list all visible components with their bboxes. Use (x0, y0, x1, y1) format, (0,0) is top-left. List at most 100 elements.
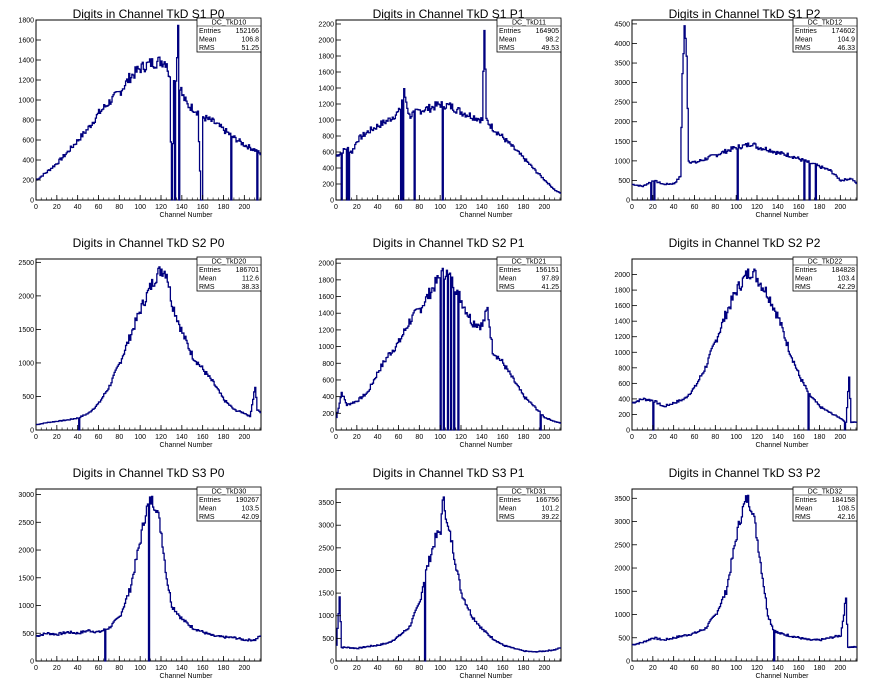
y-tick-label: 2000 (614, 119, 630, 126)
x-tick-label: 0 (334, 665, 338, 672)
x-tick-label: 40 (670, 434, 678, 441)
stats-rms-value: 41.25 (541, 284, 559, 291)
y-tick-label: 1800 (614, 288, 630, 295)
stats-rms-value: 38.33 (241, 284, 259, 291)
panel-6: Digits in Channel TkD S3 P0 0 20 40 60 80 100 1… (18, 466, 262, 680)
x-tick-label: 60 (691, 665, 699, 672)
panel-5: Digits in Channel TkD S2 P2 0 20 40 60 80 100 1… (614, 236, 858, 449)
x-tick-label: 100 (730, 434, 742, 441)
stats-entries-label: Entries (199, 267, 221, 274)
y-tick-label: 3000 (18, 492, 34, 499)
y-tick-label: 3500 (614, 61, 630, 68)
y-tick-label: 1200 (614, 334, 630, 341)
stats-rms-label: RMS (499, 514, 515, 521)
stats-name: DC_TkD22 (808, 259, 843, 266)
stats-name: DC_TkD11 (512, 20, 546, 27)
x-tick-label: 80 (711, 665, 719, 672)
y-tick-label: 1400 (18, 58, 34, 65)
stats-mean-label: Mean (795, 37, 813, 44)
x-tick-label: 100 (434, 434, 446, 441)
x-tick-label: 200 (238, 434, 250, 441)
x-tick-label: 40 (374, 665, 382, 672)
x-tick-label: 0 (630, 434, 634, 441)
x-tick-label: 180 (218, 434, 230, 441)
x-tick-label: 80 (711, 204, 719, 211)
stats-mean-label: Mean (199, 276, 217, 283)
y-tick-label: 600 (22, 138, 34, 145)
y-tick-label: 2500 (614, 100, 630, 107)
x-tick-label: 20 (649, 434, 657, 441)
panel-title: Digits in Channel TkD S3 P0 (73, 466, 225, 480)
panel-title: Digits in Channel TkD S1 P1 (373, 7, 525, 21)
x-tick-label: 80 (711, 434, 719, 441)
x-tick-label: 120 (751, 434, 763, 441)
x-tick-label: 140 (772, 665, 784, 672)
stats-mean-value: 101.2 (541, 506, 559, 513)
y-tick-label: 200 (322, 182, 334, 189)
x-tick-label: 200 (238, 665, 250, 672)
stats-name: DC_TkD12 (808, 20, 843, 27)
stats-entries-value: 174602 (832, 28, 855, 35)
y-tick-label: 2000 (18, 548, 34, 555)
histogram-line (36, 266, 261, 431)
panel-title: Digits in Channel TkD S3 P2 (669, 466, 821, 480)
x-tick-label: 100 (434, 204, 446, 211)
y-tick-label: 400 (322, 166, 334, 173)
y-tick-label: 2000 (18, 293, 34, 300)
histogram-line (632, 25, 857, 201)
stats-entries-value: 184158 (832, 497, 855, 504)
stats-name: DC_TkD21 (512, 259, 547, 266)
y-tick-label: 2000 (614, 566, 630, 573)
panel-title: Digits in Channel TkD S1 P2 (669, 7, 821, 21)
y-tick-label: 500 (22, 394, 34, 401)
stats-rms-label: RMS (199, 45, 215, 52)
y-tick-label: 800 (322, 361, 334, 368)
y-tick-label: 1400 (614, 319, 630, 326)
x-tick-label: 80 (415, 204, 423, 211)
x-axis-label: Channel Number (756, 212, 810, 219)
y-tick-label: 2500 (18, 260, 34, 267)
stats-rms-value: 46.33 (837, 45, 855, 52)
y-tick-label: 0 (626, 198, 630, 205)
x-tick-label: 180 (218, 204, 230, 211)
y-tick-label: 400 (22, 158, 34, 165)
y-tick-label: 1600 (318, 70, 334, 77)
x-axis-label: Channel Number (160, 673, 214, 680)
x-tick-label: 100 (134, 665, 146, 672)
x-tick-label: 140 (772, 204, 784, 211)
x-tick-label: 40 (374, 434, 382, 441)
stats-mean-label: Mean (499, 506, 517, 513)
stats-entries-value: 156151 (536, 267, 559, 274)
plot-frame (631, 258, 858, 431)
y-tick-label: 0 (30, 428, 34, 435)
stats-rms-value: 42.16 (837, 514, 855, 521)
stats-entries-label: Entries (795, 497, 817, 504)
stats-name: DC_TkD10 (212, 20, 247, 27)
y-tick-label: 0 (30, 198, 34, 205)
stats-entries-value: 152166 (236, 28, 259, 35)
x-tick-label: 60 (395, 665, 403, 672)
x-tick-label: 60 (395, 204, 403, 211)
y-tick-label: 800 (22, 118, 34, 125)
x-axis-label: Channel Number (160, 442, 214, 449)
x-tick-label: 120 (751, 665, 763, 672)
stats-mean-value: 103.4 (837, 276, 855, 283)
y-tick-label: 1000 (18, 360, 34, 367)
stats-rms-value: 51.25 (241, 45, 259, 52)
y-tick-label: 1000 (18, 98, 34, 105)
y-tick-label: 600 (618, 381, 630, 388)
y-tick-label: 3500 (318, 500, 334, 507)
x-tick-label: 40 (74, 665, 82, 672)
x-tick-label: 160 (497, 665, 509, 672)
y-tick-label: 500 (22, 631, 34, 638)
stats-entries-label: Entries (499, 497, 521, 504)
stats-entries-value: 184828 (832, 267, 855, 274)
histogram-line (336, 267, 561, 431)
y-tick-label: 2500 (318, 545, 334, 552)
x-tick-label: 60 (691, 204, 699, 211)
x-tick-label: 20 (353, 204, 361, 211)
x-tick-label: 160 (497, 434, 509, 441)
